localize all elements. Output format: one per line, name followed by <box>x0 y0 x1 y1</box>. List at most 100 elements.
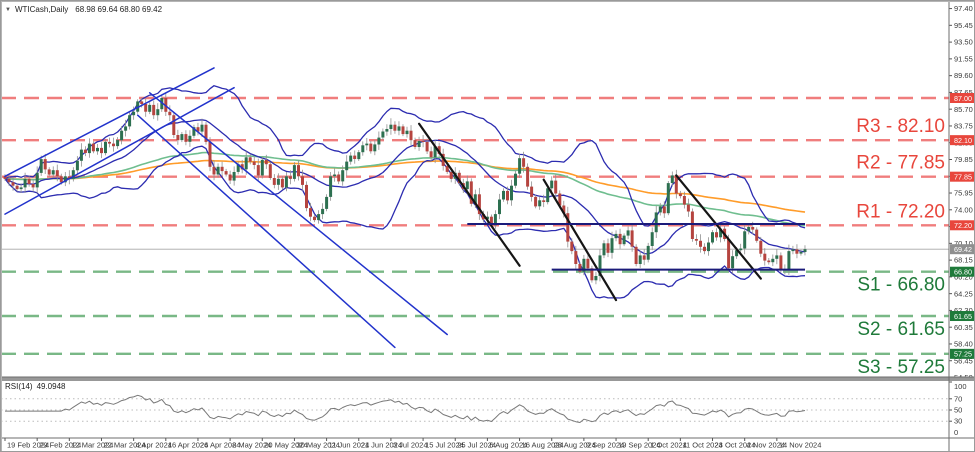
candle-down <box>228 174 232 181</box>
candle-down <box>409 130 413 141</box>
candle-down <box>558 193 562 206</box>
candle-down <box>248 157 252 162</box>
candle-up <box>510 185 513 201</box>
candle-up <box>602 243 606 256</box>
candle-down <box>91 143 95 152</box>
candle-down <box>534 196 538 207</box>
candle-down <box>779 255 783 270</box>
trendline-down-channel-a[interactable] <box>148 92 448 336</box>
candle-down <box>353 155 357 159</box>
current-price-badge-text: 69.42 <box>954 245 972 254</box>
candle-down <box>212 166 216 175</box>
date-axis-label: 11 Oct 2024 <box>682 441 722 450</box>
candle-down <box>682 196 686 205</box>
date-axis-label: 15 Jul 2024 <box>425 441 464 450</box>
price-badge-66.80-text: 66.80 <box>954 268 972 277</box>
trendline-down-channel-b[interactable] <box>136 114 396 349</box>
price-badge-87.00 <box>950 93 974 103</box>
candle-down <box>59 176 63 183</box>
candle-down <box>703 246 706 252</box>
candle-down <box>280 178 284 188</box>
candle-down <box>566 213 570 242</box>
level-label-s1: S1 - 66.80 <box>857 275 945 296</box>
candle-down <box>220 166 224 172</box>
candle-up <box>594 276 598 281</box>
candle-down <box>441 153 445 166</box>
candle-up <box>799 251 803 254</box>
candle-up <box>775 255 779 259</box>
candle-up <box>654 212 658 233</box>
candle-up <box>373 144 377 152</box>
candle-down <box>751 227 755 230</box>
candle-up <box>200 124 204 132</box>
trendline-bear-line-2[interactable] <box>542 178 618 302</box>
price-axis-tick-label: 70.10 <box>954 239 973 248</box>
candle-down <box>144 104 148 112</box>
price-axis-tick-label: 83.75 <box>954 122 973 131</box>
candle-up <box>96 147 99 152</box>
rsi-line <box>5 394 806 423</box>
candle-down <box>715 232 718 238</box>
price-axis-tick-label: 62.30 <box>954 306 973 315</box>
candle-up <box>19 187 23 190</box>
rsi-indicator-label: RSI(14) 49.0948 <box>5 382 65 391</box>
date-axis-label: 29 Feb 2024 <box>39 441 81 450</box>
candle-down <box>642 255 646 260</box>
candle-up <box>498 199 501 215</box>
candle-down <box>100 147 103 154</box>
candle-up <box>325 196 329 209</box>
candle-down <box>606 243 610 253</box>
candle-up <box>803 249 807 252</box>
date-axis-label: 16 Apr 2024 <box>168 441 208 450</box>
trendline-bear-line-1[interactable] <box>418 122 521 267</box>
candle-up <box>385 129 389 132</box>
candle-up <box>192 127 196 136</box>
date-axis-label: 22 Mar 2024 <box>103 441 145 450</box>
candle-up <box>666 183 670 214</box>
candle-up <box>405 130 409 135</box>
date-axis-label: 4 Apr 2024 <box>136 441 172 450</box>
candle-down <box>264 159 268 165</box>
symbol-timeframe-label: WTICash,Daily <box>14 5 69 14</box>
candle-down <box>690 211 694 239</box>
price-axis-tick-label: 85.70 <box>954 105 973 114</box>
date-axis-label: 11 Jun 2024 <box>329 441 370 450</box>
date-axis-label: 21 Jun 2024 <box>361 441 402 450</box>
candle-up <box>148 104 152 112</box>
pane-divider[interactable] <box>1 377 975 381</box>
trendline-bear-line-3[interactable] <box>675 174 762 280</box>
price-axis-tick-label: 79.85 <box>954 155 973 164</box>
candle-down <box>477 194 481 215</box>
candle-down <box>457 172 461 184</box>
candle-up <box>389 124 393 129</box>
rsi-axis-label: 0 <box>954 428 958 437</box>
chart-title-overlay: ▼ WTICash,Daily 68.98 69.64 68.80 69.42 <box>5 5 162 14</box>
candle-up <box>747 227 751 232</box>
date-axis-label: 12 Mar 2024 <box>71 441 113 450</box>
candle-up <box>244 157 248 170</box>
candle-down <box>31 184 35 188</box>
candle-up <box>35 172 39 188</box>
candle-down <box>369 143 373 152</box>
candle-down <box>240 164 244 170</box>
price-badge-87.00-text: 87.00 <box>954 94 972 103</box>
trendline-up-channel-upper[interactable] <box>4 67 215 178</box>
candle-down <box>530 186 534 197</box>
candle-down <box>252 161 256 165</box>
price-axis-tick-label: 75.95 <box>954 189 973 198</box>
price-axis-tick-label: 87.65 <box>954 88 973 97</box>
candle-up <box>120 130 124 141</box>
candle-down <box>108 141 111 144</box>
candle-up <box>735 250 739 257</box>
trendline-up-channel-lower[interactable] <box>4 86 235 215</box>
chevron-down-icon[interactable]: ▼ <box>5 6 11 13</box>
candle-up <box>791 249 795 252</box>
candle-down <box>481 214 485 220</box>
candle-up <box>341 170 345 182</box>
candle-down <box>288 176 292 179</box>
candle-up <box>473 194 477 204</box>
date-axis-label: 9 Sep 2024 <box>586 441 624 450</box>
date-axis-label: 30 May 2024 <box>296 441 339 450</box>
